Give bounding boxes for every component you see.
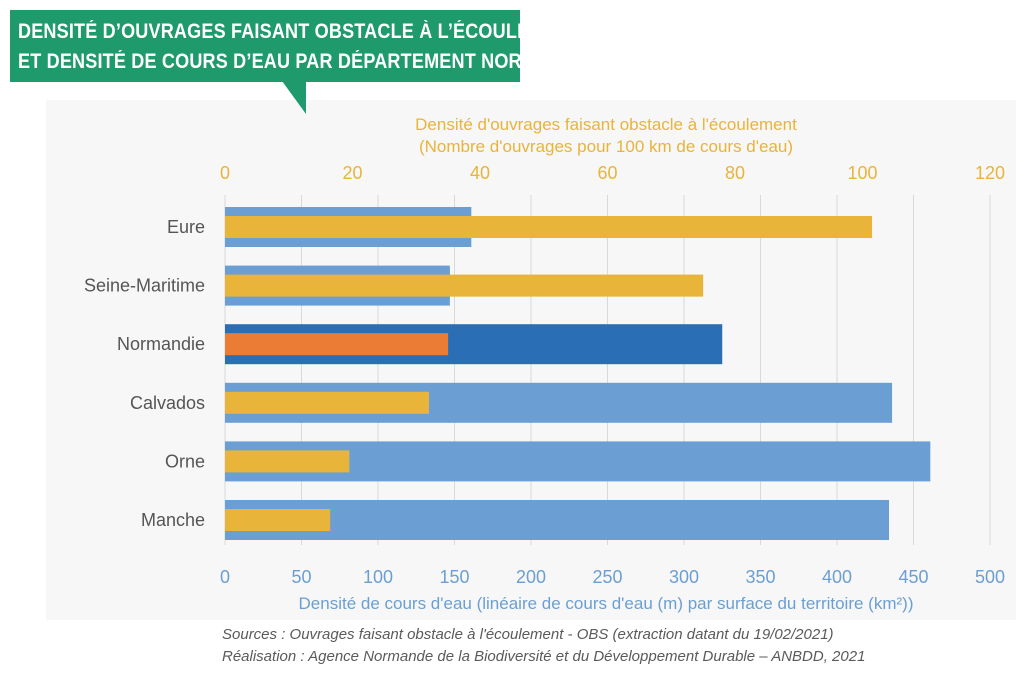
top-axis-tick-label: 40 (470, 163, 490, 183)
top-axis-tick-label: 60 (597, 163, 617, 183)
bar-ouvrages-0 (225, 216, 873, 238)
source-note: Sources : Ouvrages faisant obstacle à l'… (222, 626, 834, 643)
tick-labels: 0 50 100 150 200 250 300 350 400 450 500 0 20 40 60 80 1… (84, 163, 1005, 587)
bar-cours-eau-5 (225, 500, 890, 540)
bar-ouvrages-5 (225, 509, 331, 531)
bottom-axis-tick-label: 0 (220, 567, 230, 587)
bottom-axis-tick-label: 300 (669, 567, 699, 587)
category-label: Calvados (130, 393, 205, 413)
bottom-axis-tick-label: 150 (439, 567, 469, 587)
chart-title-line-1: DENSITÉ D’OUVRAGES FAISANT OBSTACLE À L’… (18, 20, 582, 43)
title-banner: DENSITÉ D’OUVRAGES FAISANT OBSTACLE À L’… (10, 10, 581, 82)
top-axis-tick-label: 20 (342, 163, 362, 183)
chart-title-line-2: ET DENSITÉ DE COURS D’EAU PAR DÉPARTEMEN… (18, 50, 577, 73)
bottom-axis-tick-label: 400 (822, 567, 852, 587)
credit-note: Réalisation : Agence Normande de la Biod… (222, 648, 866, 665)
bottom-axis-tick-label: 50 (291, 567, 311, 587)
top-axis-title-line-1: Densité d'ouvrages faisant obstacle à l'… (415, 115, 797, 134)
top-axis-tick-label: 120 (975, 163, 1005, 183)
category-label: Eure (167, 217, 205, 237)
top-axis-title-line-2: (Nombre d'ouvrages pour 100 km de cours … (419, 137, 793, 156)
top-axis-tick-label: 80 (725, 163, 745, 183)
gridlines (224, 195, 991, 545)
bottom-axis-tick-label: 100 (363, 567, 393, 587)
bar-ouvrages-1 (225, 274, 704, 297)
bottom-axis-tick-label: 350 (745, 567, 775, 587)
bottom-axis-tick-label: 250 (592, 567, 622, 587)
bottom-axis-tick-label: 500 (975, 567, 1005, 587)
category-label: Manche (141, 510, 205, 530)
category-label: Normandie (117, 334, 205, 354)
bar-ouvrages-2 (225, 333, 449, 356)
bottom-axis-title: Densité de cours d'eau (linéaire de cour… (299, 594, 914, 613)
category-label: Seine-Maritime (84, 276, 205, 296)
bars (225, 207, 931, 540)
category-label: Orne (165, 451, 205, 471)
bar-ouvrages-4 (225, 450, 350, 473)
bar-ouvrages-3 (225, 391, 429, 414)
bottom-axis-tick-label: 200 (516, 567, 546, 587)
top-axis-tick-label: 0 (220, 163, 230, 183)
bottom-axis-tick-label: 450 (898, 567, 928, 587)
top-axis-tick-label: 100 (847, 163, 877, 183)
